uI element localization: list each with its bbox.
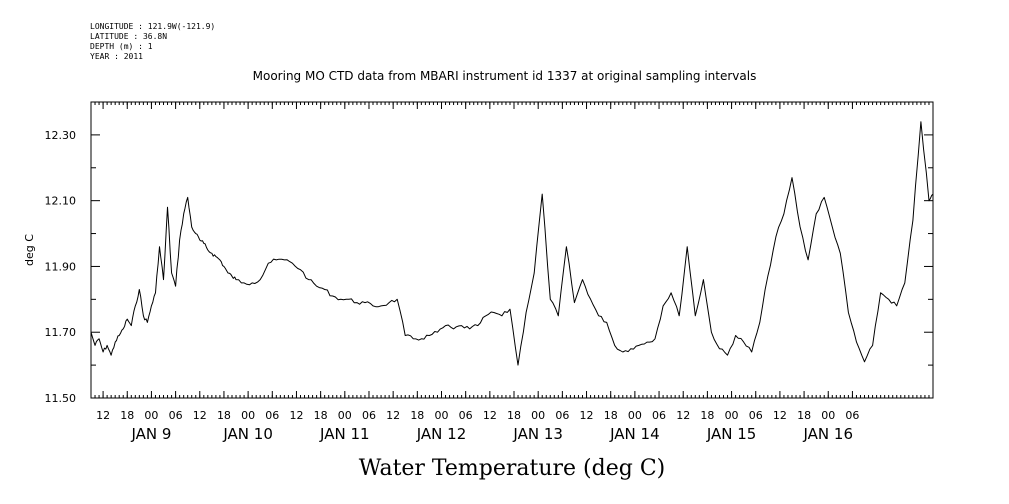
x-hour-tick-label: 00: [434, 409, 448, 422]
x-hour-tick-label: 00: [338, 409, 352, 422]
x-hour-tick-label: 06: [652, 409, 666, 422]
y-tick-label: 11.70: [45, 326, 77, 339]
y-axis-label: deg C: [23, 234, 36, 266]
x-hour-tick-label: 12: [386, 409, 400, 422]
x-hour-tick-label: 06: [555, 409, 569, 422]
chart-title: Mooring MO CTD data from MBARI instrumen…: [252, 69, 757, 83]
x-hour-tick-label: 00: [531, 409, 545, 422]
x-hour-tick-label: 06: [265, 409, 279, 422]
x-hour-tick-label: 00: [821, 409, 835, 422]
depth-label: DEPTH (m) : 1: [90, 42, 153, 51]
x-hour-tick-label: 18: [797, 409, 811, 422]
plot-frame: [90, 101, 934, 399]
y-tick-label: 11.90: [45, 260, 77, 273]
x-hour-tick-label: 06: [845, 409, 859, 422]
x-hour-tick-label: 12: [96, 409, 110, 422]
x-day-label: JAN 10: [222, 425, 273, 443]
x-hour-tick-label: 18: [314, 409, 328, 422]
y-tick-label: 12.30: [45, 129, 77, 142]
x-hour-tick-label: 06: [169, 409, 183, 422]
x-day-label: JAN 14: [609, 425, 660, 443]
y-tick-label: 11.50: [45, 392, 77, 405]
x-day-label: JAN 13: [512, 425, 563, 443]
x-day-label: JAN 15: [706, 425, 757, 443]
longitude-label: LONGITUDE : 121.9W(-121.9): [90, 22, 216, 31]
x-axis-title: Water Temperature (deg C): [359, 456, 666, 481]
x-hour-tick-label: 00: [241, 409, 255, 422]
x-hour-tick-label: 12: [676, 409, 690, 422]
x-hour-tick-label: 12: [773, 409, 787, 422]
x-hour-tick-label: 12: [193, 409, 207, 422]
year-label: YEAR : 2011: [90, 52, 143, 61]
x-hour-tick-label: 18: [120, 409, 134, 422]
x-day-label: JAN 12: [416, 425, 467, 443]
x-hour-tick-label: 18: [217, 409, 231, 422]
x-hour-tick-label: 18: [700, 409, 714, 422]
x-hour-tick-label: 00: [144, 409, 158, 422]
x-hour-tick-label: 18: [507, 409, 521, 422]
y-tick-label: 12.10: [45, 195, 77, 208]
x-hour-tick-label: 18: [604, 409, 618, 422]
x-hour-tick-label: 12: [289, 409, 303, 422]
latitude-label: LATITUDE : 36.8N: [90, 32, 168, 41]
x-hour-tick-label: 00: [725, 409, 739, 422]
x-day-label: JAN 9: [130, 425, 171, 443]
x-hour-tick-label: 06: [362, 409, 376, 422]
x-hour-tick-label: 12: [580, 409, 594, 422]
x-hour-tick-label: 06: [749, 409, 763, 422]
x-day-label: JAN 11: [319, 425, 370, 443]
x-hour-tick-label: 06: [459, 409, 473, 422]
x-hour-tick-label: 00: [628, 409, 642, 422]
water-temperature-series-line: [90, 121, 934, 366]
x-hour-tick-label: 12: [483, 409, 497, 422]
x-day-label: JAN 16: [803, 425, 854, 443]
metadata-block: LONGITUDE : 121.9W(-121.9) LATITUDE : 36…: [90, 22, 215, 62]
x-hour-tick-label: 18: [410, 409, 424, 422]
